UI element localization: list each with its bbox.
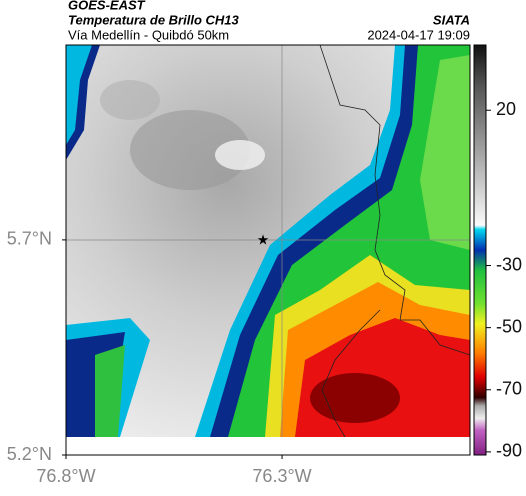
lat-tick-label: 5.7°N [7, 229, 52, 249]
colorbar-tick-label: -90 [496, 441, 522, 461]
colorbar-tick-label: 20 [496, 99, 516, 119]
satellite: GOES-EAST [68, 0, 146, 12]
satellite-image: ★ [66, 45, 470, 437]
lon-tick-label: 76.3°W [252, 466, 311, 486]
product: Temperatura de Brillo CH13 [68, 12, 240, 27]
colorbar-tick-label: -30 [496, 254, 522, 274]
source: SIATA [433, 12, 470, 27]
colorbar [473, 44, 487, 456]
lon-tick-label: 76.8°W [36, 466, 95, 486]
colorbar-tick-label: -70 [496, 379, 522, 399]
region: Vía Medellín - Quibdó 50km [68, 27, 229, 42]
colorbar-tick-label: -50 [496, 316, 522, 336]
datetime: 2024-04-17 19:09 [367, 27, 470, 42]
lat-tick-label: 5.2°N [7, 444, 52, 464]
svg-text:★: ★ [257, 232, 270, 248]
map-frame [65, 44, 471, 456]
